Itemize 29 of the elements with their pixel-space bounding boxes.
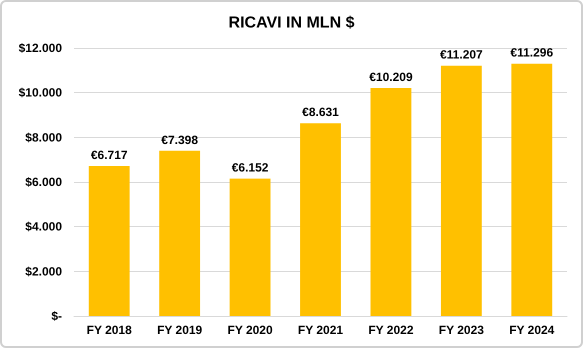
bar xyxy=(300,123,341,316)
x-tick-label: FY 2022 xyxy=(368,323,414,337)
y-tick-label: $6.000 xyxy=(25,175,62,189)
y-tick-label: $12.000 xyxy=(18,41,62,55)
bar xyxy=(511,64,552,316)
data-label: €6.717 xyxy=(90,148,128,162)
bar xyxy=(159,150,200,316)
data-label: €7.398 xyxy=(161,132,198,147)
data-label: €10.209 xyxy=(369,70,413,84)
y-tick-label: $10.000 xyxy=(18,86,62,100)
bar xyxy=(440,66,482,316)
x-tick-label: FY 2020 xyxy=(227,323,273,337)
x-tick-label: FY 2021 xyxy=(298,323,344,337)
y-tick-label: $4.000 xyxy=(25,220,62,234)
y-tick-label: $- xyxy=(51,309,62,323)
bar xyxy=(88,166,130,316)
data-label: €11.296 xyxy=(510,46,554,60)
bar xyxy=(370,88,412,316)
data-label: €11.207 xyxy=(440,48,484,62)
bar xyxy=(230,178,270,316)
x-tick-label: FY 2018 xyxy=(86,323,132,337)
chart-title: RICAVI IN MLN $ xyxy=(228,14,355,32)
data-label: €8.631 xyxy=(302,105,340,120)
y-tick-label: $8.000 xyxy=(25,130,62,144)
y-tick-label: $2.000 xyxy=(25,264,62,278)
data-label: €6.152 xyxy=(232,160,269,175)
x-tick-label: FY 2023 xyxy=(438,323,484,337)
x-tick-label: FY 2024 xyxy=(509,323,555,337)
x-tick-label: FY 2019 xyxy=(157,323,203,337)
